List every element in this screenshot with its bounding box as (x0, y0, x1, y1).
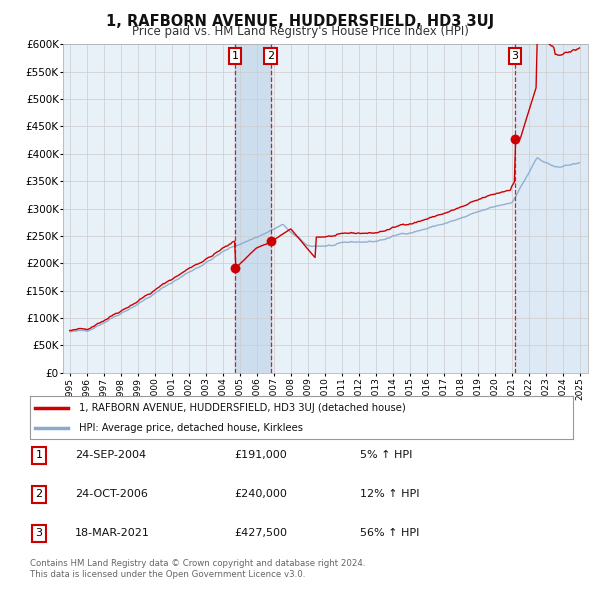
Text: 3: 3 (35, 529, 43, 538)
Text: £240,000: £240,000 (234, 490, 287, 499)
Text: 24-OCT-2006: 24-OCT-2006 (75, 490, 148, 499)
Text: 5% ↑ HPI: 5% ↑ HPI (360, 451, 412, 460)
Text: This data is licensed under the Open Government Licence v3.0.: This data is licensed under the Open Gov… (30, 571, 305, 579)
Point (511, 134, 520, 143)
Bar (235, 44, 271, 373)
Text: 1, RAFBORN AVENUE, HUDDERSFIELD, HD3 3UJ: 1, RAFBORN AVENUE, HUDDERSFIELD, HD3 3UJ (106, 14, 494, 28)
Text: £191,000: £191,000 (234, 451, 287, 460)
Text: £427,500: £427,500 (234, 529, 287, 538)
Text: 2: 2 (35, 490, 43, 499)
Text: 56% ↑ HPI: 56% ↑ HPI (360, 529, 419, 538)
Text: 18-MAR-2021: 18-MAR-2021 (75, 529, 150, 538)
Text: 1: 1 (232, 51, 239, 61)
Text: Contains HM Land Registry data © Crown copyright and database right 2024.: Contains HM Land Registry data © Crown c… (30, 559, 365, 568)
Text: 2: 2 (267, 51, 274, 61)
Text: HPI: Average price, detached house, Kirklees: HPI: Average price, detached house, Kirk… (79, 424, 303, 433)
Bar (515, 44, 588, 373)
Text: 1, RAFBORN AVENUE, HUDDERSFIELD, HD3 3UJ (detached house): 1, RAFBORN AVENUE, HUDDERSFIELD, HD3 3UJ… (79, 403, 406, 413)
Text: 1: 1 (35, 451, 43, 460)
Text: 12% ↑ HPI: 12% ↑ HPI (360, 490, 419, 499)
Text: 3: 3 (512, 51, 518, 61)
Point (266, 237, 275, 246)
Point (230, 264, 240, 273)
Text: Price paid vs. HM Land Registry's House Price Index (HPI): Price paid vs. HM Land Registry's House … (131, 25, 469, 38)
Text: 24-SEP-2004: 24-SEP-2004 (75, 451, 146, 460)
